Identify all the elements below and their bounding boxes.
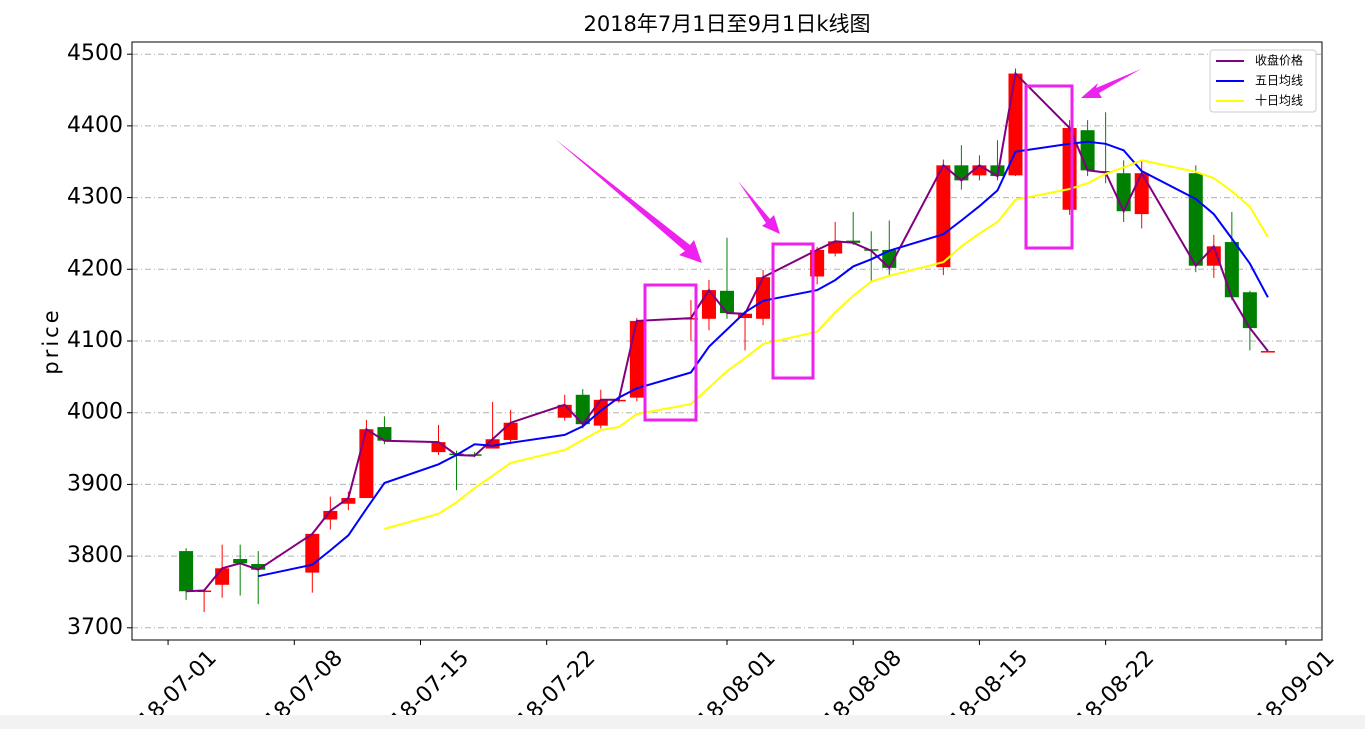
candle-body	[359, 429, 374, 499]
candle-body	[1116, 173, 1131, 212]
candle-body	[1134, 173, 1149, 215]
candle-body	[1242, 292, 1257, 329]
candle-body	[1188, 173, 1203, 266]
line-series	[384, 159, 1269, 530]
candle-body	[828, 241, 843, 254]
candle-body	[756, 277, 771, 319]
candle-body	[846, 240, 861, 243]
line-series	[257, 140, 1269, 578]
y-tick-label: 3700	[67, 615, 123, 640]
line-series	[186, 71, 1269, 593]
legend-label: 十日均线	[1255, 94, 1303, 108]
y-tick-label: 4400	[67, 113, 123, 138]
legend-label: 收盘价格	[1255, 53, 1303, 68]
candle-body	[738, 313, 753, 319]
arrow	[738, 181, 780, 234]
candle-body	[1260, 351, 1275, 353]
candle-body	[233, 558, 248, 564]
arrows	[555, 69, 1141, 263]
y-tick-label: 4200	[67, 256, 123, 281]
highlight-box	[1024, 84, 1074, 250]
scrollbar-area	[0, 715, 1365, 729]
candle-body	[720, 290, 734, 314]
candle-body	[954, 165, 969, 181]
legend-box	[1209, 49, 1317, 113]
highlight-box	[771, 242, 815, 380]
candle-body	[179, 551, 194, 592]
candle-body	[972, 165, 987, 176]
annotations	[643, 84, 1074, 422]
candle-body	[485, 439, 500, 449]
candle-body	[251, 563, 266, 570]
candle-body	[323, 510, 338, 520]
y-axis-label: price	[39, 307, 63, 374]
candle-body	[305, 533, 320, 573]
y-tick-label: 4500	[67, 41, 123, 66]
y-tick-label: 4100	[67, 328, 123, 353]
highlight-box	[643, 283, 698, 422]
candle-body	[1224, 242, 1239, 298]
candle-body	[593, 399, 608, 426]
chart-title: 2018年7月1日至9月1日k线图	[583, 12, 870, 36]
y-tick-label: 3900	[67, 471, 123, 496]
y-tick-label: 4300	[67, 185, 123, 210]
arrow	[1081, 69, 1141, 98]
candle-body	[575, 394, 590, 425]
candle-body	[503, 422, 518, 440]
candle-body	[936, 165, 951, 268]
candle-body	[701, 290, 716, 319]
plot-area: 3700380039004000410042004300440045002018…	[67, 41, 1340, 729]
arrow	[555, 139, 702, 263]
candle-body	[377, 427, 392, 441]
candle-body	[431, 442, 446, 453]
y-tick-label: 4000	[67, 400, 123, 425]
legend-label: 五日均线	[1255, 74, 1303, 88]
candle-body	[215, 568, 230, 585]
candle-body	[341, 498, 356, 504]
plot-frame	[131, 41, 1323, 641]
candle-body	[1080, 130, 1095, 171]
y-tick-label: 3800	[67, 543, 123, 568]
